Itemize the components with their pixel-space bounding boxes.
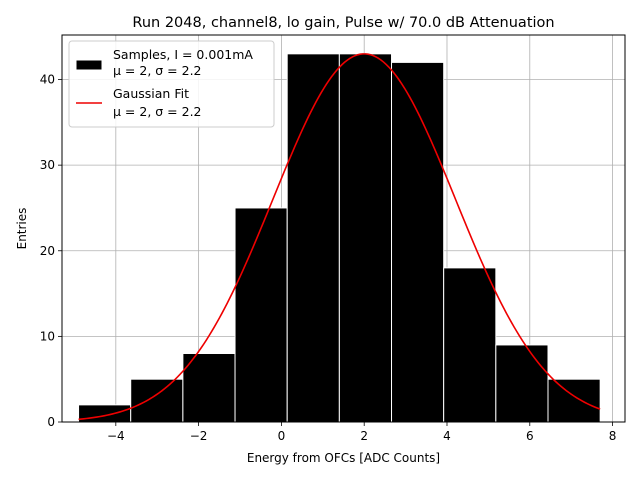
x-axis-ticks: −4 −2 0 2 4 6 8 [107,422,616,443]
y-tick-label: 0 [47,415,55,429]
histogram-bar [338,53,393,423]
histogram-bar [547,378,601,423]
legend-stats-fit: μ = 2, σ = 2.2 [113,104,202,119]
y-tick-label: 30 [40,158,55,172]
legend-swatch-samples [75,59,103,71]
y-tick-label: 20 [40,244,55,258]
y-axis-label: Entries [15,208,29,250]
histogram-bar [78,404,132,423]
plot-frame [61,34,626,423]
x-tick-label: 8 [609,429,617,443]
x-tick-label: 4 [443,429,451,443]
legend-stats-samples: μ = 2, σ = 2.2 [113,63,202,78]
histogram-bars [78,53,601,423]
legend-label-samples: Samples, I = 0.001mA [113,47,253,62]
x-axis-label: Energy from OFCs [ADC Counts] [247,451,440,465]
x-tick-label: −2 [190,429,208,443]
legend: Samples, I = 0.001mA μ = 2, σ = 2.2 Gaus… [68,40,275,128]
y-axis-ticks: 0 10 20 30 40 [40,73,62,429]
histogram-bar [443,267,497,423]
x-tick-label: −4 [107,429,125,443]
x-tick-label: 6 [526,429,534,443]
histogram-bar [495,344,549,423]
histogram-bar [286,53,340,423]
histogram-bar [391,61,445,423]
legend-box [68,40,275,128]
legend-label-fit: Gaussian Fit [113,86,189,101]
y-tick-label: 40 [40,73,55,87]
y-tick-label: 10 [40,329,55,343]
histogram-bar [130,378,184,423]
histogram-bar [182,353,236,423]
x-tick-label: 2 [360,429,368,443]
histogram-bar [234,207,288,423]
x-tick-label: 0 [278,429,286,443]
chart-title: Run 2048, channel8, lo gain, Pulse w/ 70… [132,15,554,31]
gaussian-fit-curve [78,53,601,421]
